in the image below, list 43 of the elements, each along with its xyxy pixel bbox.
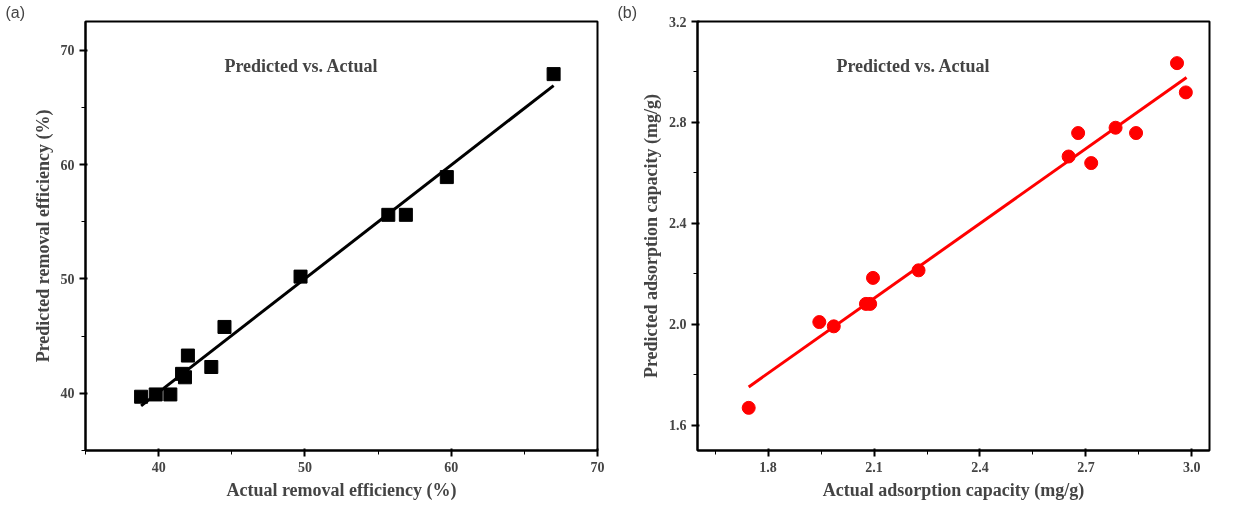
text: Predicted vs. Actual [836,55,990,76]
point [398,207,413,222]
point [1178,85,1193,100]
x-tick-label: 2.1 [865,459,883,475]
y-tick-label: 50 [60,271,75,287]
point [204,359,219,374]
y-tick-label: 3.2 [669,14,687,30]
point [134,389,149,404]
x-tick-label: 50 [297,459,312,475]
point [1071,126,1086,141]
y-tick-label: 70 [60,43,75,59]
point [546,67,561,82]
x-tick-label: 2.7 [1077,459,1095,475]
x-tick-label: 40 [151,459,166,475]
y-tick-label: 40 [60,386,75,402]
y-tick-label: 2.8 [669,115,687,131]
point [1129,126,1144,141]
y-axis-title: Predicted removal efficiency (%) [32,109,54,363]
x-tick-label: 1.8 [759,459,777,475]
y-tick-label: 1.6 [669,418,687,434]
x-tick-label: 3.0 [1183,459,1201,475]
text: (a) [5,3,26,21]
text: Predicted vs. Actual [224,55,378,76]
point [741,400,756,415]
x-axis-title: Actual removal efficiency (%) [226,479,457,501]
y-axis-title: Predicted adsorption capacity (mg/g) [641,93,662,379]
point [293,269,308,284]
point [163,387,178,402]
y-tick-label: 2.4 [669,216,687,232]
x-tick-label: 60 [444,459,459,475]
point [1084,156,1099,171]
point [812,315,827,330]
point [1170,56,1185,71]
text: (b) [617,3,638,21]
point [865,270,880,285]
y-tick-label: 2.0 [669,317,687,333]
point [217,319,232,334]
x-axis-title: Actual adsorption capacity (mg/g) [822,479,1085,501]
y-tick-label: 60 [60,157,75,173]
x-tick-label: 2.4 [971,459,989,475]
point [180,348,195,363]
x-tick-label: 70 [590,459,605,475]
point [439,170,454,185]
